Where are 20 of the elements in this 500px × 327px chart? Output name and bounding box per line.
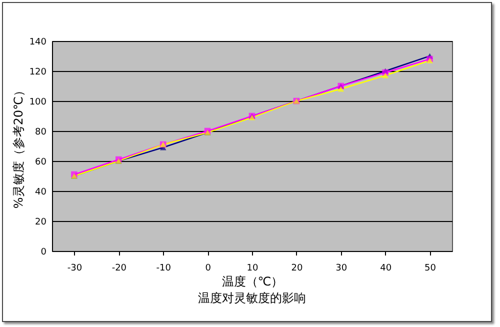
x-tick-label: 10: [246, 264, 258, 274]
text: 温度对灵敏度的影响: [198, 291, 306, 305]
y-tick-label: 40: [35, 188, 47, 198]
y-tick-label: 100: [29, 98, 47, 108]
y-axis-title: %灵敏度（参考20℃）: [11, 84, 26, 209]
x-tick-label: -10: [156, 264, 172, 274]
x-tick-label: 50: [424, 264, 436, 274]
x-tick-label: -30: [67, 264, 82, 274]
y-tick-label: 0: [40, 248, 47, 258]
y-tick-label: 120: [29, 68, 47, 78]
x-axis-title: 温度（℃）: [222, 274, 284, 288]
x-tick-label: 40: [380, 264, 392, 274]
x-tick-label: 0: [205, 264, 212, 274]
y-tick-label: 60: [35, 158, 47, 168]
x-tick-label: 20: [291, 264, 303, 274]
y-tick-label: 80: [35, 128, 47, 138]
y-tick-label: 20: [35, 218, 47, 228]
y-tick-label: 140: [29, 38, 47, 48]
x-tick-label: -20: [112, 264, 127, 274]
x-tick-label: 30: [336, 264, 348, 274]
